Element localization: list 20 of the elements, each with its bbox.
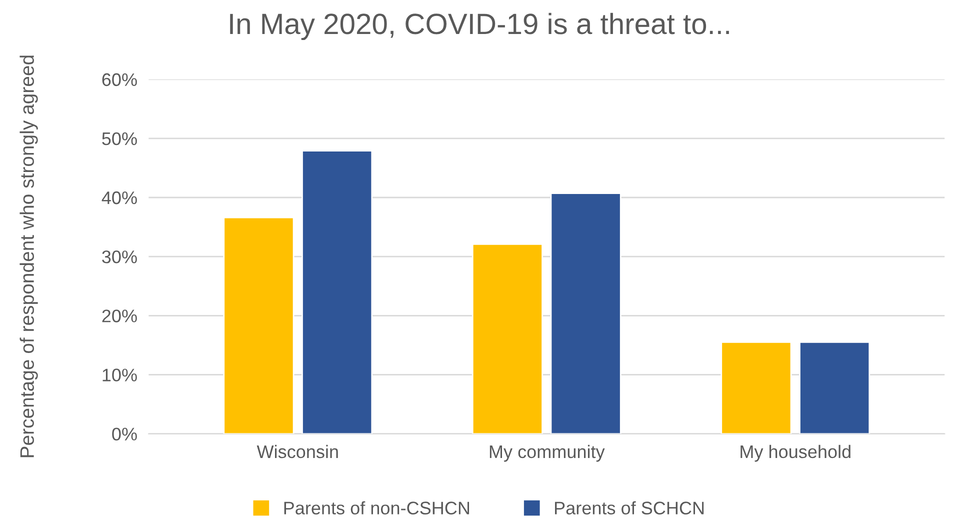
bar [799, 342, 870, 434]
y-tick-label: 20% [102, 310, 137, 322]
y-tick-label: 10% [102, 368, 137, 382]
bar [550, 192, 622, 434]
chart-title: In May 2020, COVID-19 is a threat to... [230, 12, 729, 40]
y-tick-label: 60% [102, 73, 137, 86]
x-tick-label: My community [490, 444, 605, 462]
x-tick-label: My household [740, 444, 850, 462]
x-tick-label: Wisconsin [256, 444, 338, 458]
legend-label: Parents of non-CSHCN [284, 501, 470, 514]
y-tick-label: 0% [112, 428, 137, 440]
bar [223, 216, 294, 434]
bar [302, 150, 373, 434]
bar [472, 243, 543, 434]
y-tick-label: 30% [102, 250, 137, 264]
y-axis-title: Percentage of respondent who strongly agreed [20, 56, 38, 458]
bar [720, 342, 792, 434]
legend-label: Parents of SCHCN [555, 501, 704, 514]
y-tick-label: 50% [102, 132, 137, 146]
y-tick-label: 40% [102, 191, 137, 204]
